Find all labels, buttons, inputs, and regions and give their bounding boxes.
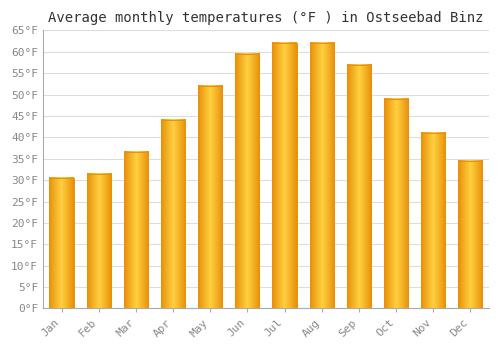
Title: Average monthly temperatures (°F ) in Ostseebad Binz: Average monthly temperatures (°F ) in Os… <box>48 11 484 25</box>
Bar <box>310 43 334 308</box>
Bar <box>272 43 296 308</box>
Bar <box>124 152 148 308</box>
Bar <box>384 99 408 308</box>
Bar <box>347 65 371 308</box>
Bar <box>86 174 111 308</box>
Bar <box>50 178 74 308</box>
Bar <box>458 161 482 308</box>
Bar <box>236 54 260 308</box>
Bar <box>421 133 445 308</box>
Bar <box>161 120 185 308</box>
Bar <box>198 86 222 308</box>
